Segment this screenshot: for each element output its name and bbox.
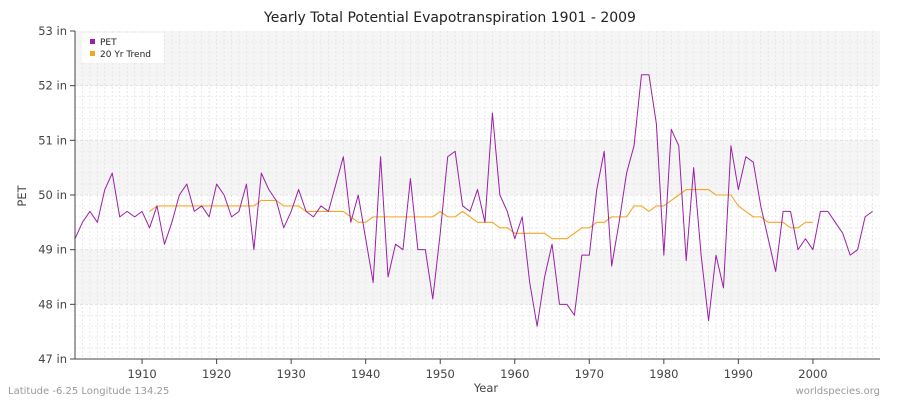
x-axis-title: Year xyxy=(473,381,499,395)
legend-label-pet: PET xyxy=(100,38,117,48)
footer-credit: worldspecies.org xyxy=(796,386,880,397)
legend-swatch-pet xyxy=(90,39,95,44)
series-group xyxy=(74,74,873,327)
chart-title: Yearly Total Potential Evapotranspiratio… xyxy=(263,10,636,26)
y-axis-title: PET xyxy=(15,184,29,206)
footer-location: Latitude -6.25 Longitude 134.25 xyxy=(8,386,169,397)
x-tick-label: 2000 xyxy=(798,367,827,381)
y-tick-label: 52 in xyxy=(38,79,67,93)
y-tick-label: 48 in xyxy=(38,297,67,311)
y-tick-label: 47 in xyxy=(38,352,67,366)
legend: PET 20 Yr Trend xyxy=(82,33,164,63)
x-tick-labels: 1910 1920 1930 1940 1950 1960 1970 1980 1990 2000 xyxy=(127,367,827,381)
x-tick-label: 1960 xyxy=(500,367,529,381)
y-tick-label: 50 in xyxy=(38,188,67,202)
series-line-pet xyxy=(74,74,873,327)
grid xyxy=(75,31,880,360)
legend-label-trend: 20 Yr Trend xyxy=(100,50,151,60)
series-line-trend xyxy=(149,188,813,240)
x-tick-label: 1970 xyxy=(575,367,604,381)
x-tick-label: 1930 xyxy=(277,367,306,381)
y-tick-label: 49 in xyxy=(38,243,67,257)
y-tick-label: 51 in xyxy=(38,133,67,147)
x-tick-label: 1950 xyxy=(426,367,455,381)
x-tick-label: 1940 xyxy=(351,367,380,381)
legend-swatch-trend xyxy=(90,51,95,56)
axes xyxy=(70,30,880,364)
legend-box xyxy=(82,33,164,63)
y-tick-labels: 47 in 48 in 49 in 50 in 51 in 52 in 53 in xyxy=(38,24,67,366)
x-tick-label: 1980 xyxy=(649,367,678,381)
x-tick-label: 1910 xyxy=(127,367,156,381)
y-tick-label: 53 in xyxy=(38,24,67,38)
x-tick-label: 1990 xyxy=(724,367,753,381)
x-tick-label: 1920 xyxy=(202,367,231,381)
